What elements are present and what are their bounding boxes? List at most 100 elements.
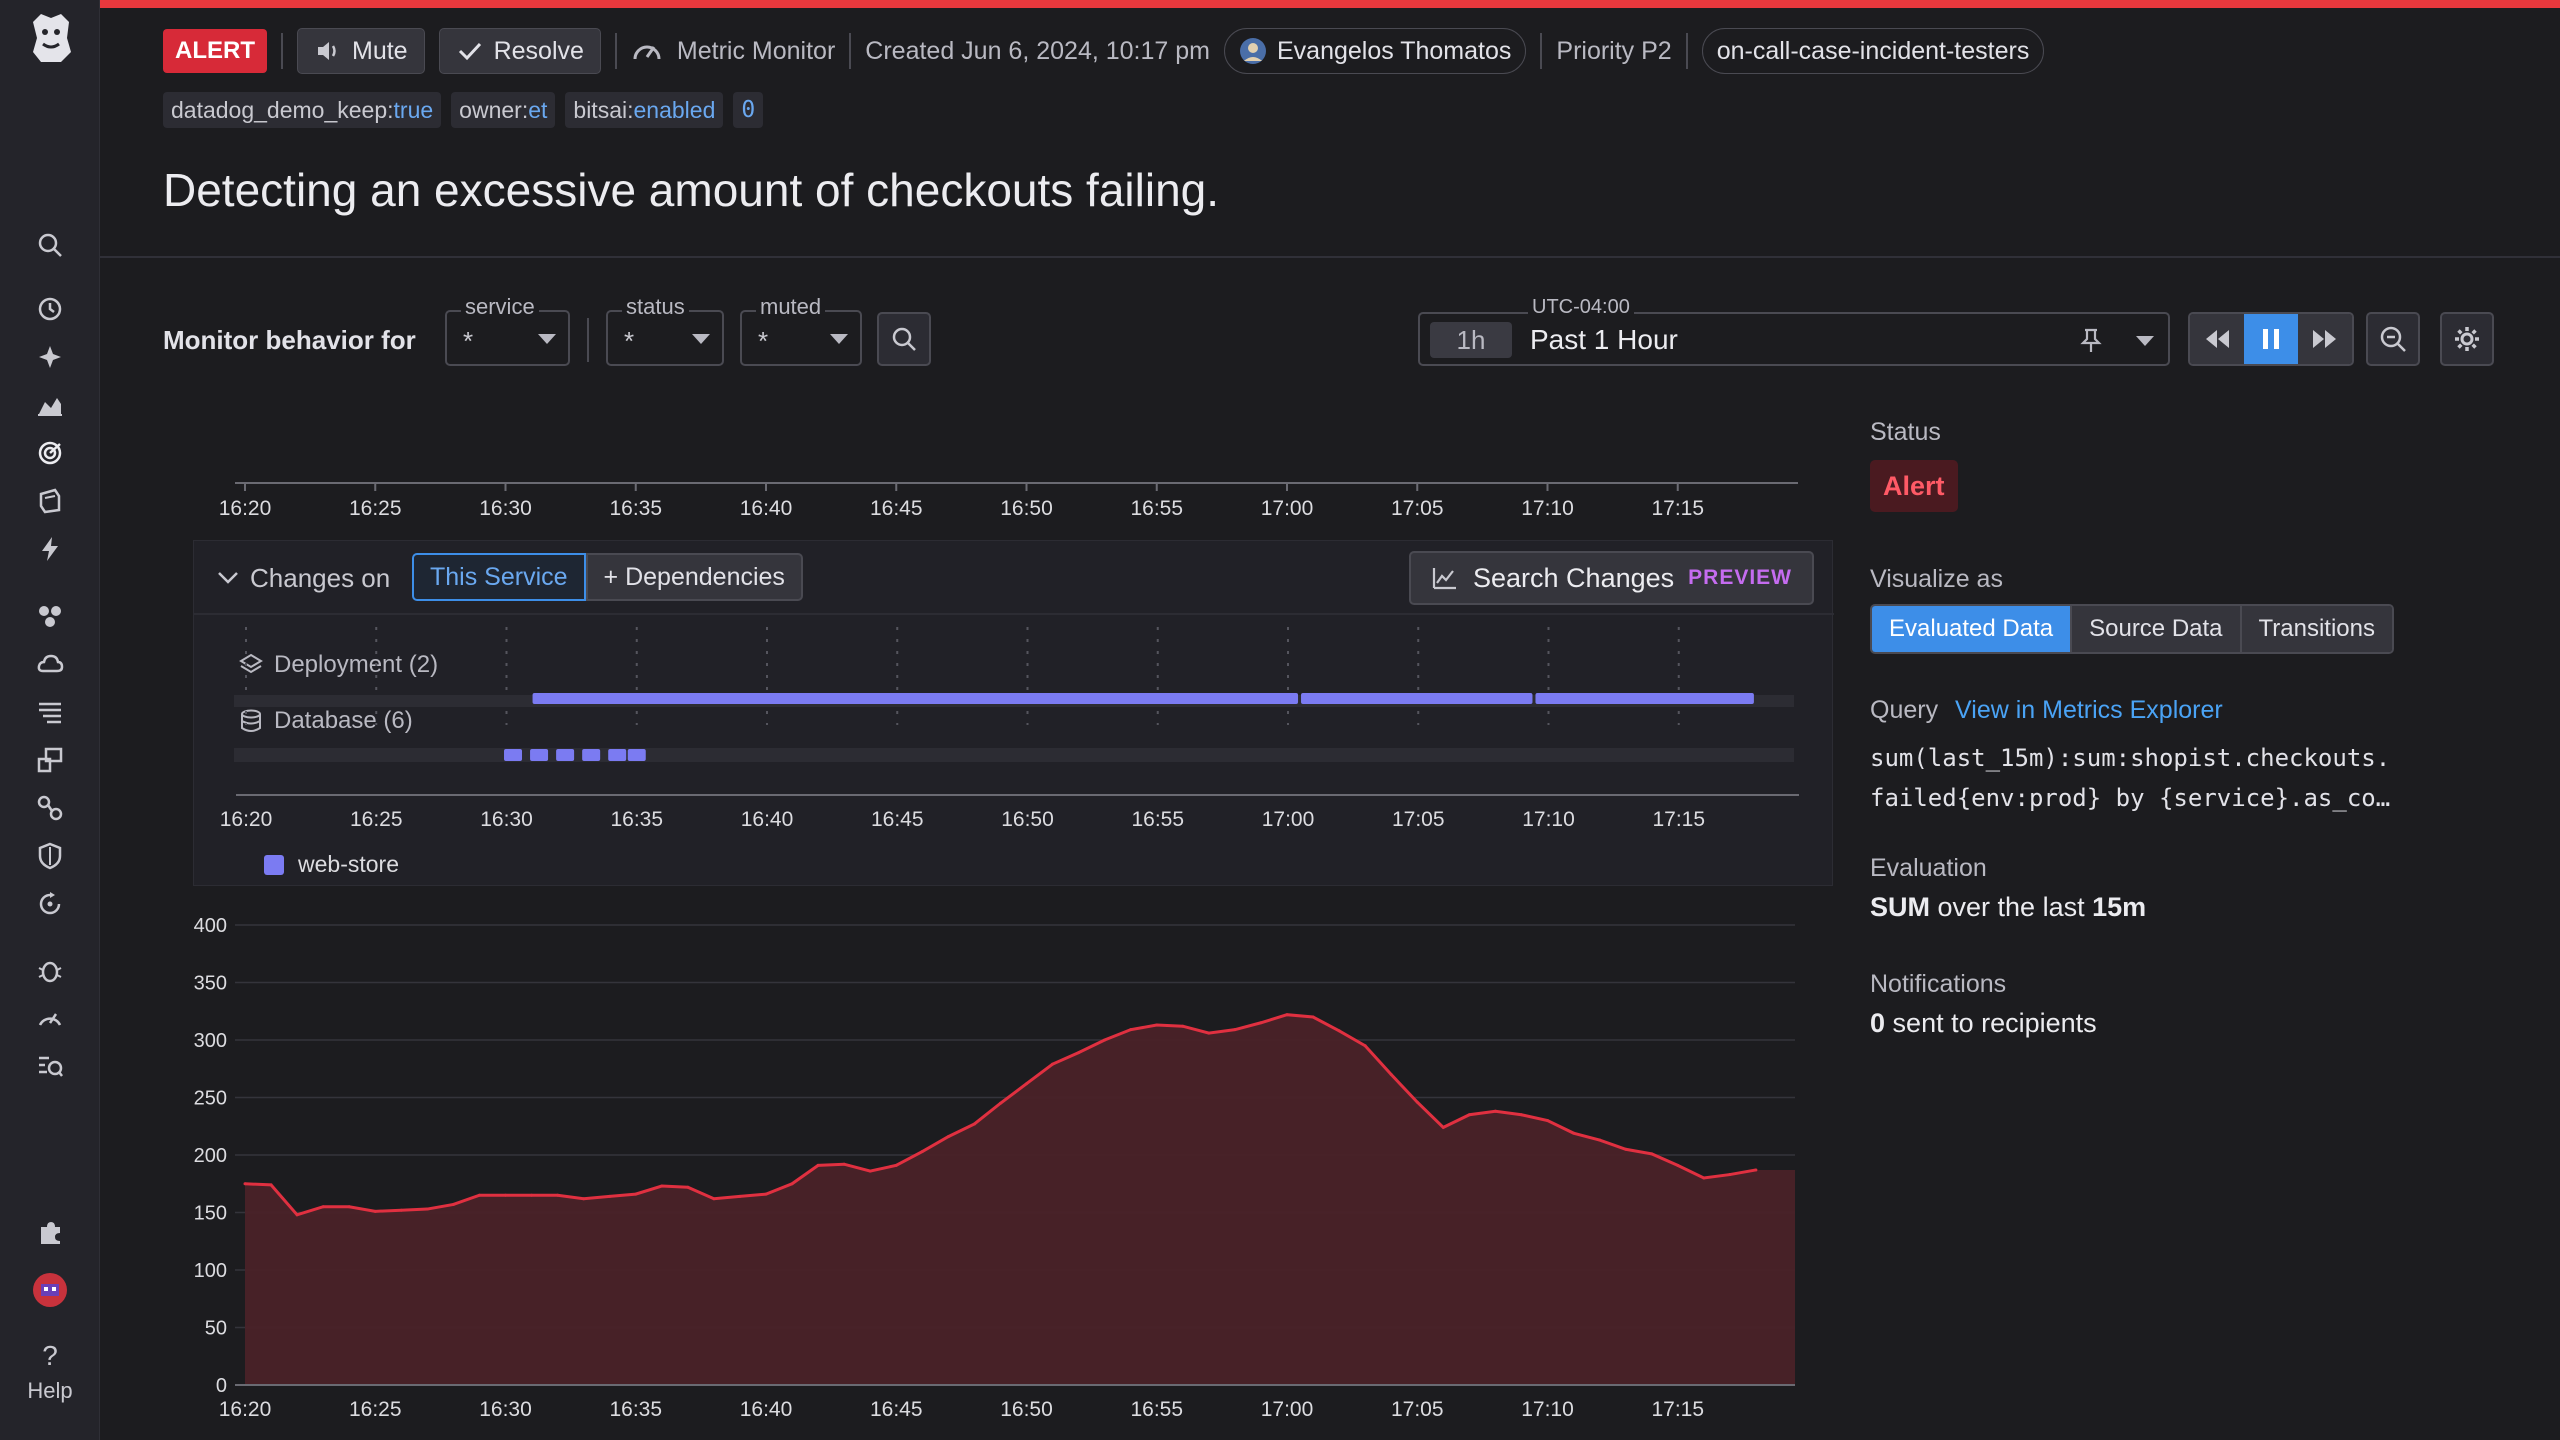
- x-tick-label: 16:30: [479, 1398, 532, 1421]
- security-icon[interactable]: [30, 836, 70, 876]
- changes-title: Changes on: [250, 563, 391, 593]
- database-event: [608, 749, 627, 761]
- data-point: [1155, 1023, 1159, 1027]
- pause-button[interactable]: [2244, 314, 2298, 364]
- chart-search-icon: [1432, 568, 1456, 590]
- evaluation-label: Evaluation: [1870, 854, 1987, 882]
- help-button[interactable]: ? Help: [0, 1340, 100, 1404]
- data-point: [1233, 1028, 1237, 1032]
- monitors-icon[interactable]: [30, 433, 70, 473]
- divider: [849, 33, 852, 69]
- data-point: [295, 1213, 299, 1217]
- x-tick-label: 17:05: [1391, 1398, 1444, 1421]
- synthetics-icon[interactable]: [30, 998, 70, 1038]
- bug-icon[interactable]: [30, 950, 70, 990]
- data-point: [530, 1193, 534, 1197]
- tick-label: 17:10: [1522, 808, 1575, 831]
- deployment-row-label[interactable]: Deployment (2): [238, 651, 438, 679]
- data-point: [972, 1122, 976, 1126]
- database-row-label[interactable]: Database (6): [238, 707, 413, 735]
- infrastructure-icon[interactable]: [30, 596, 70, 636]
- time-picker[interactable]: UTC-04:00 1h Past 1 Hour: [1418, 296, 2170, 366]
- visualize-label: Visualize as: [1870, 565, 2003, 593]
- avatar[interactable]: [30, 1270, 70, 1310]
- tag[interactable]: datadog_demo_keep: true: [163, 92, 442, 128]
- evaluation-window: 15m: [2092, 892, 2147, 922]
- sparkle-icon[interactable]: [30, 337, 70, 377]
- status-filter[interactable]: status *: [606, 294, 724, 366]
- watchdog-icon[interactable]: [30, 481, 70, 521]
- muted-filter[interactable]: muted *: [740, 294, 862, 366]
- user-avatar-icon: [1239, 38, 1266, 64]
- source-data-button[interactable]: Source Data: [2072, 606, 2242, 652]
- owner-name: Evangelos Thomatos: [1276, 36, 1512, 65]
- preview-badge: PREVIEW: [1688, 566, 1792, 589]
- zoom-out-button[interactable]: [2366, 312, 2420, 366]
- rum-icon[interactable]: [30, 884, 70, 924]
- notifications-text: sent to recipients: [1892, 1008, 2097, 1038]
- data-point: [1754, 1168, 1758, 1172]
- data-point: [1389, 1073, 1393, 1076]
- tag[interactable]: bitsai: enabled: [565, 92, 724, 128]
- mute-button[interactable]: Mute: [297, 28, 425, 74]
- datadog-logo-icon[interactable]: [25, 8, 77, 68]
- search-icon: [892, 327, 916, 351]
- data-point: [1624, 1147, 1628, 1151]
- chevron-down-icon[interactable]: [216, 565, 240, 589]
- status-filter-label: status: [622, 294, 689, 320]
- tick-label: 16:35: [609, 497, 662, 520]
- query-line: sum(last_15m):sum:shopist.checkouts.: [1870, 744, 2391, 772]
- search-changes-button[interactable]: Search Changes PREVIEW: [1409, 551, 1814, 605]
- data-point: [1676, 1163, 1680, 1167]
- filter-search-button[interactable]: [877, 312, 931, 366]
- team-pill[interactable]: on-call-case-incident-testers: [1701, 28, 2045, 74]
- x-tick-label: 16:35: [609, 1398, 662, 1421]
- owner-pill[interactable]: Evangelos Thomatos: [1223, 28, 1527, 74]
- x-tick-label: 17:00: [1261, 1398, 1314, 1421]
- y-tick-label: 200: [194, 1145, 227, 1167]
- fast-forward-button[interactable]: [2298, 314, 2352, 364]
- service-filter-label: service: [461, 294, 539, 320]
- tag[interactable]: owner: et: [451, 92, 556, 128]
- query-row: Query View in Metrics Explorer: [1870, 696, 2223, 725]
- ci-icon[interactable]: [30, 1046, 70, 1086]
- integrations-icon[interactable]: [30, 1212, 70, 1252]
- tick-label: 16:35: [610, 808, 663, 831]
- apm-icon[interactable]: [30, 740, 70, 780]
- history-icon[interactable]: [30, 289, 70, 329]
- traces-icon[interactable]: [30, 788, 70, 828]
- y-tick-label: 250: [194, 1088, 227, 1110]
- logs-icon[interactable]: [30, 692, 70, 732]
- gauge-icon: [633, 45, 661, 60]
- legend-label: web-store: [298, 851, 399, 877]
- data-point: [373, 1209, 377, 1213]
- database-event: [504, 749, 523, 761]
- metrics-explorer-link[interactable]: View in Metrics Explorer: [1955, 696, 2223, 724]
- cloud-icon[interactable]: [30, 644, 70, 684]
- status-badge: Alert: [1870, 460, 1958, 512]
- service-filter[interactable]: service *: [445, 294, 570, 366]
- data-point: [946, 1135, 950, 1139]
- events-icon[interactable]: [30, 529, 70, 569]
- data-point: [1572, 1131, 1576, 1135]
- query-label: Query: [1870, 696, 1939, 724]
- resolve-button[interactable]: Resolve: [438, 28, 601, 74]
- search-changes-label: Search Changes: [1473, 562, 1675, 593]
- dependencies-button[interactable]: + Dependencies: [585, 553, 803, 601]
- chevron-down-icon[interactable]: [2136, 336, 2154, 346]
- tag-value: 0: [741, 97, 756, 123]
- tag[interactable]: 0: [733, 92, 764, 128]
- evaluated-data-button[interactable]: Evaluated Data: [1872, 606, 2073, 652]
- chevron-down-icon: [692, 334, 710, 344]
- chevron-down-icon: [830, 334, 848, 344]
- tag-value: true: [393, 96, 434, 123]
- dashboards-icon[interactable]: [30, 385, 70, 425]
- rewind-button[interactable]: [2190, 314, 2244, 364]
- alert-badge: ALERT: [163, 29, 267, 73]
- transitions-button[interactable]: Transitions: [2241, 606, 2392, 652]
- x-tick-label: 16:45: [870, 1398, 923, 1421]
- search-icon[interactable]: [30, 225, 70, 265]
- pin-icon[interactable]: [2078, 326, 2104, 354]
- settings-button[interactable]: [2440, 312, 2494, 366]
- this-service-button[interactable]: This Service: [412, 553, 586, 601]
